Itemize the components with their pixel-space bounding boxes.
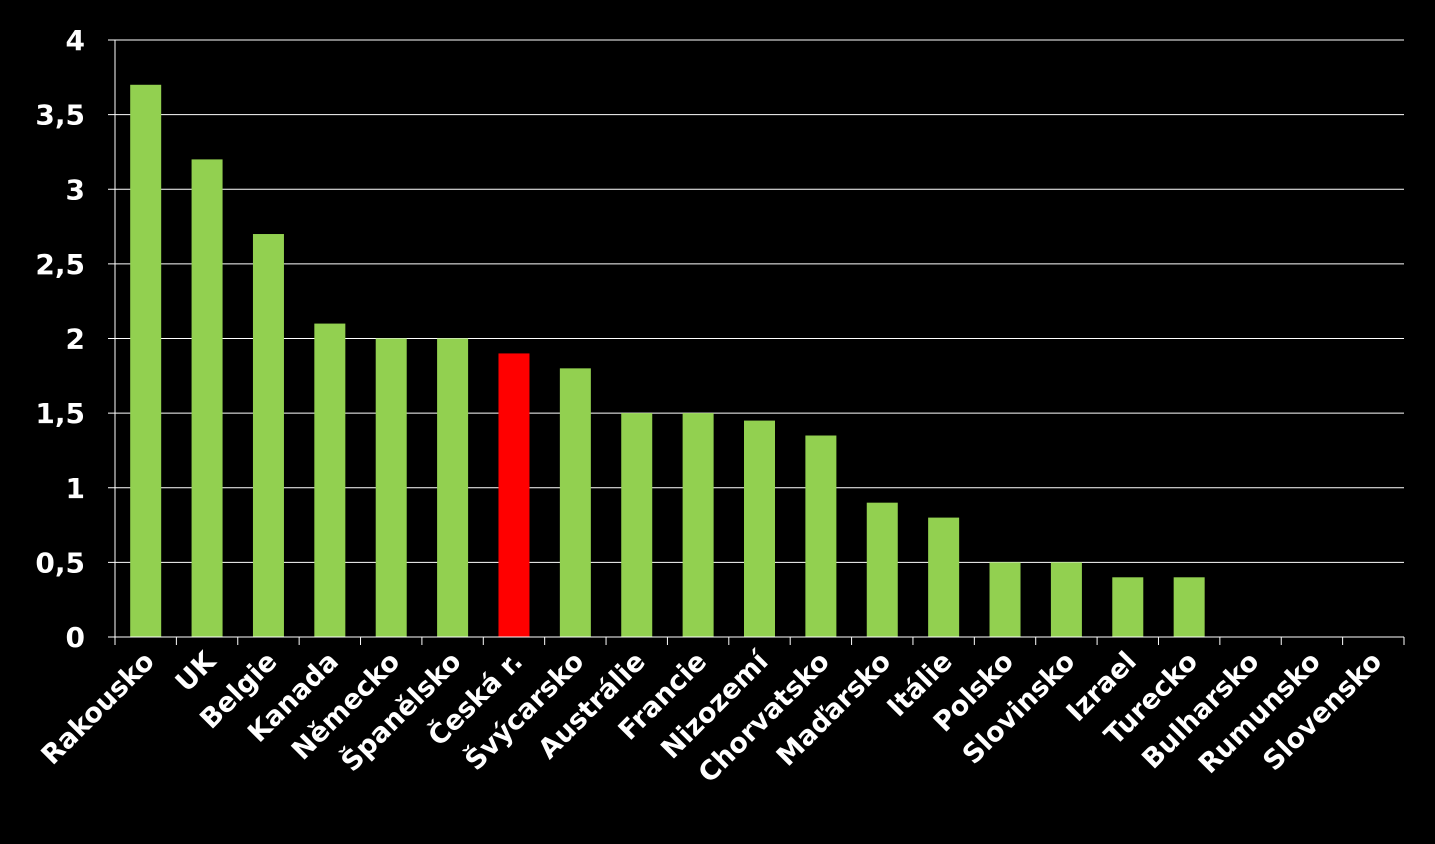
bar--esk-r- [498, 353, 530, 637]
y-tick-labels: 0 0,5 1 1,5 2 2,5 3 3,5 4 [35, 24, 85, 654]
bar--pan-lsko [437, 338, 469, 637]
axes [108, 39, 1405, 645]
y-tick-label: 2,5 [35, 248, 85, 281]
x-tick-label: UK [170, 645, 223, 698]
y-tick-label: 1 [66, 472, 85, 505]
bar-kanada [314, 323, 346, 637]
y-tick-label: 4 [66, 24, 85, 57]
bar-belgie [252, 234, 284, 637]
bars [130, 84, 1205, 637]
bar-nizozem- [744, 420, 775, 637]
x-tick-labels: Rakousko UKBelgieKanadaNěmeckoŠpanělskoČe… [36, 645, 1389, 789]
bar-austr-lie [621, 413, 653, 637]
y-tick-label: 0 [66, 621, 85, 654]
y-tick-label: 2 [66, 323, 85, 356]
x-tick-label: Rakousko [36, 646, 161, 771]
bar-chorvatsko [805, 435, 837, 637]
bar-izrael [1112, 577, 1144, 637]
bar-slovinsko [1050, 562, 1082, 637]
y-tick-label: 0,5 [35, 546, 85, 579]
bar-turecko [1173, 577, 1205, 637]
bar-n-mecko [375, 338, 407, 637]
bar-ma-arsko [866, 502, 898, 637]
y-tick-label: 3,5 [35, 99, 85, 132]
bar-francie [682, 413, 714, 637]
bar-it-lie [928, 517, 960, 637]
y-tick-label: 1,5 [35, 397, 85, 430]
bar-polsko [989, 562, 1021, 637]
bar-rakousko [130, 84, 162, 637]
y-tick-label: 3 [66, 173, 85, 206]
bar--v-carsko [559, 368, 591, 637]
bar-uk [191, 159, 223, 637]
